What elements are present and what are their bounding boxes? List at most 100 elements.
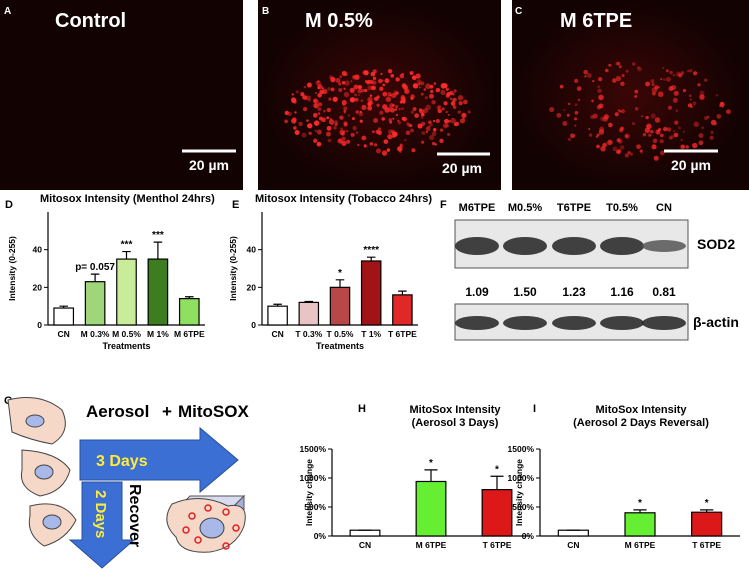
dot [326,107,331,113]
dot [459,118,466,124]
band [455,316,499,330]
dot [445,87,449,91]
dot [404,88,410,95]
dot [567,102,571,106]
dot [660,133,664,138]
dot [603,142,609,147]
dot [343,109,347,113]
dot [420,115,424,119]
dot [619,66,622,69]
dot [384,78,390,84]
dot [682,88,687,93]
dot [692,101,697,106]
dot [660,78,663,81]
y-tick-label: 1000% [508,473,535,483]
image-c [512,0,749,190]
dot [312,112,318,118]
dot [597,85,601,89]
dot [674,120,679,125]
dot [341,81,346,85]
bar [116,258,137,326]
dot [421,131,426,135]
dot [620,81,625,86]
dot [447,133,451,137]
dot [301,132,307,138]
mitosox-spots [182,504,240,550]
dot [440,83,447,89]
y-tick-label: 0 [251,320,256,330]
dot [663,126,668,132]
dot [570,133,576,139]
x-tick-label: M 6TPE [625,540,656,550]
dot [397,119,400,122]
error-bar [633,509,647,513]
dot [354,97,359,102]
x-tick-label: T 6TPE [388,329,417,339]
dot [306,82,312,88]
dot [381,79,384,82]
dot [367,85,373,91]
dot [313,103,319,109]
dot [598,103,604,109]
band [552,237,596,255]
dot [461,112,467,119]
bar [557,529,589,537]
dot [364,88,368,93]
dot [420,92,424,96]
dot [425,83,431,89]
bar [392,294,413,326]
dot [409,70,414,76]
dot [404,138,407,142]
dot [335,77,341,83]
dot [616,149,621,155]
dot [412,83,419,89]
panel-letter: B [262,6,269,17]
dot [457,110,462,114]
dot [395,105,399,109]
dot [437,105,442,109]
dot [653,155,659,161]
dot [371,85,377,91]
dot [583,69,589,75]
dot [677,126,681,130]
dot [308,99,311,102]
dot [341,136,346,141]
dot [669,70,673,75]
dot [650,79,655,84]
dot [411,75,417,81]
dot [290,118,297,124]
dot [412,107,417,111]
dot [395,77,400,82]
dot [681,144,685,149]
dot [314,92,317,95]
dot [391,129,395,134]
dot [386,148,391,152]
dot [308,131,312,136]
dot [625,69,629,73]
dot [424,96,429,100]
dot [576,86,582,91]
dot [698,133,704,139]
dot [672,74,676,77]
bar [415,480,447,537]
x-tick-label: CN [567,540,579,550]
dot [645,81,651,87]
dot [672,97,678,103]
dot [701,126,705,130]
annotation: * [429,458,433,469]
dot [446,91,451,97]
bar-chart: D Mitosox Intensity (Menthol 24hrs) Intens… [5,193,215,351]
dot [675,71,681,77]
dot [367,96,373,103]
dot [716,113,722,119]
y-tick-label: 40 [33,245,43,255]
dot [452,97,457,102]
dot [615,62,619,66]
dot [410,128,414,133]
dot [377,130,382,136]
dot [395,91,399,95]
dot [387,68,393,74]
micrographs: A Control 20 µm B M 0.5% 20 µm C M 6TPE … [0,0,749,190]
dot [715,94,718,97]
dot [430,123,433,126]
